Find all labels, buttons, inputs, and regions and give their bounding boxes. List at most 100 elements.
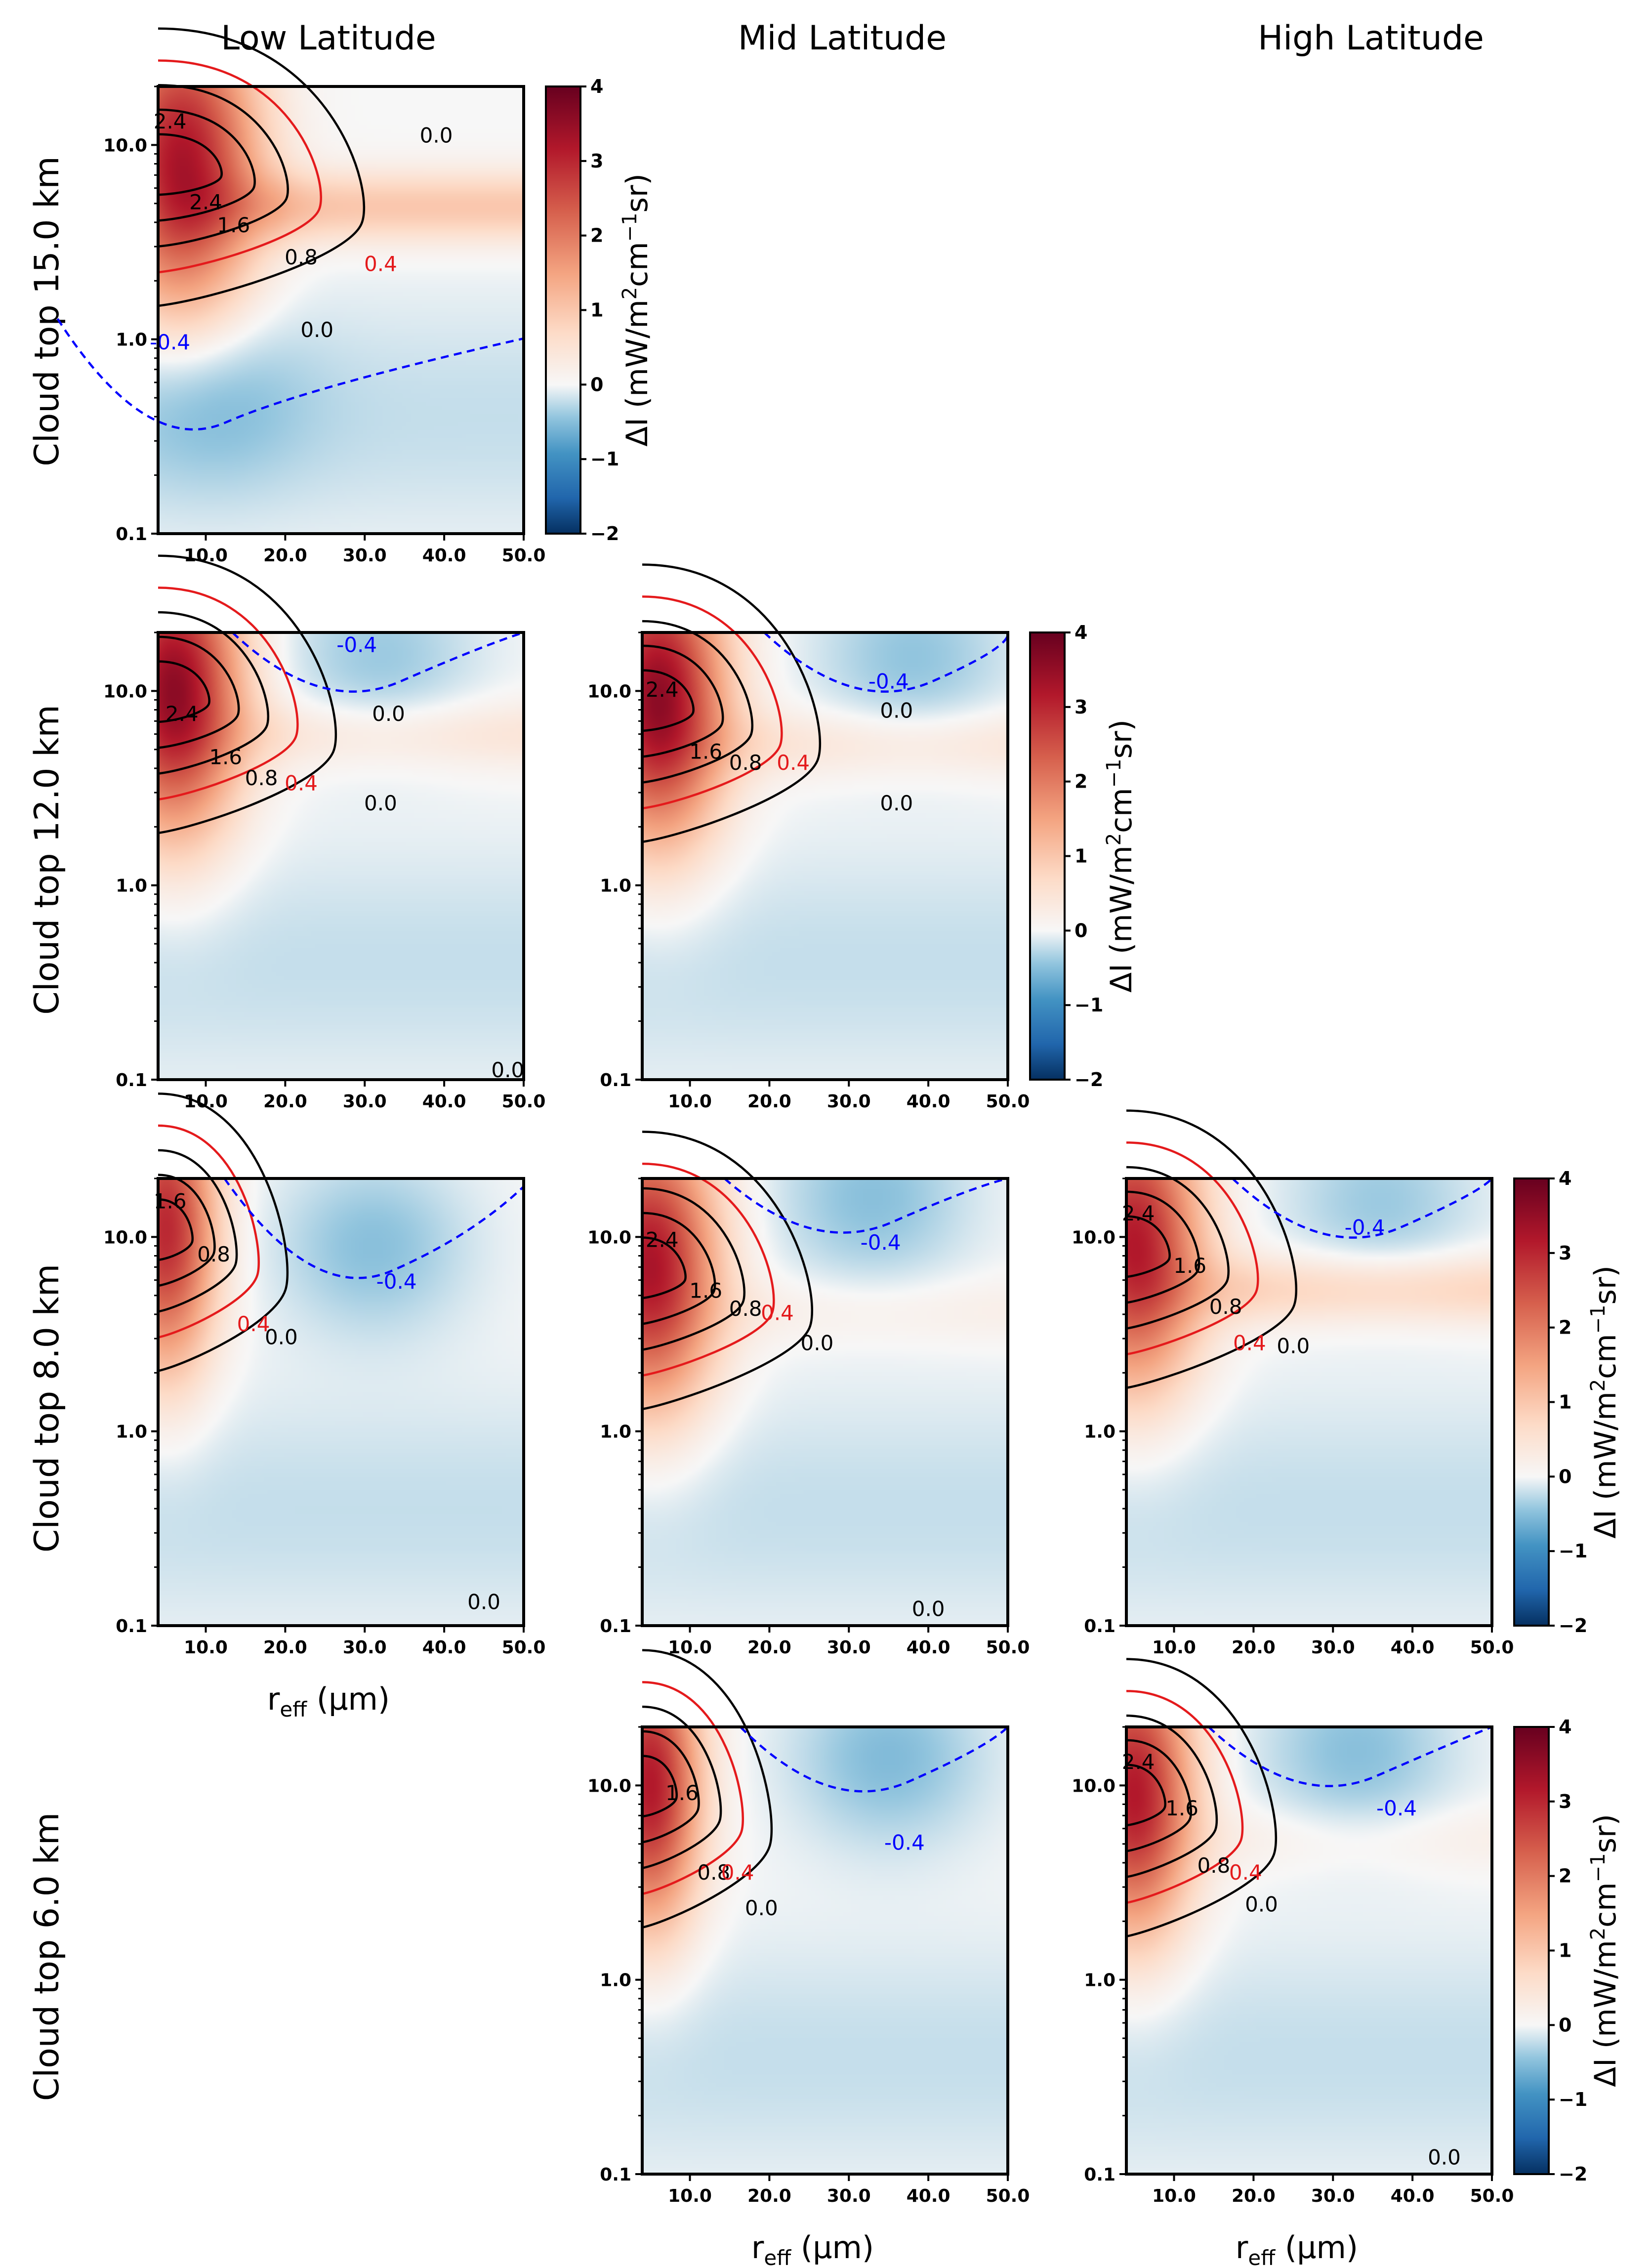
colorbar-bar xyxy=(1513,1726,1550,2175)
colorbar-tick-label: 1 xyxy=(590,299,603,321)
contour-line xyxy=(642,1755,678,1818)
colorbar-tick-label: 1 xyxy=(1074,845,1087,867)
y-tick-label: 10.0 xyxy=(103,1227,147,1248)
colorbar-tick-label: −1 xyxy=(1559,2089,1587,2110)
x-axis-label-unit: (µm) xyxy=(307,1681,390,1717)
colorbar-tick-label: 4 xyxy=(1559,1716,1571,1738)
contour-label: 0.4 xyxy=(364,252,397,276)
heatmap-image xyxy=(1126,1727,1492,2174)
contour-line-negative xyxy=(231,631,524,693)
colorbar-tick-label: 0 xyxy=(1559,1466,1571,1487)
x-tick-label: 20.0 xyxy=(263,1092,307,1112)
contour-label: 0.4 xyxy=(237,1312,270,1336)
contour-label: 0.0 xyxy=(265,1325,298,1349)
x-tick-label: 50.0 xyxy=(502,1092,546,1112)
axes-frame xyxy=(157,1177,525,1627)
y-tick-label: 0.1 xyxy=(600,1070,631,1091)
contour-label: 2.4 xyxy=(646,677,679,702)
axes-frame xyxy=(1125,1725,1493,2176)
x-tick-label: 10.0 xyxy=(184,1092,228,1112)
colorbar-tick-label: 3 xyxy=(1559,1242,1571,1264)
column-title-high-latitude: High Latitude xyxy=(1258,19,1484,58)
axes-frame xyxy=(641,1725,1009,2176)
contour-label: 2.4 xyxy=(189,190,222,214)
colorbar-label-part: cm xyxy=(1588,1334,1623,1379)
contour-line xyxy=(1126,1690,1244,1904)
colorbar-label-part: cm xyxy=(1588,1882,1623,1927)
contour-line xyxy=(642,1705,722,1869)
y-tick-label: 0.1 xyxy=(116,1070,147,1091)
contour-label: 0.8 xyxy=(729,1297,762,1321)
x-tick-label: 40.0 xyxy=(422,546,466,566)
contour-label: 0.0 xyxy=(1428,2145,1461,2169)
contour-label: 0.8 xyxy=(729,751,762,775)
contour-line xyxy=(1126,1166,1230,1330)
contour-label: 0.0 xyxy=(801,1331,834,1355)
y-tick-label: 0.1 xyxy=(600,1616,631,1637)
x-axis-label-unit: (µm) xyxy=(1275,2229,1358,2266)
colorbar-tick-label: −2 xyxy=(1559,1615,1587,1637)
contour-line xyxy=(158,660,210,723)
contour-line xyxy=(642,1163,775,1377)
contour-label: 1.6 xyxy=(689,739,722,763)
contour-label: 0.0 xyxy=(364,791,397,815)
contour-label: -0.4 xyxy=(1345,1216,1385,1240)
x-tick-label: 20.0 xyxy=(263,546,307,566)
x-tick-label: 20.0 xyxy=(747,1092,791,1112)
contour-label: 1.6 xyxy=(1165,1796,1198,1820)
x-tick-label: 30.0 xyxy=(827,1092,871,1112)
contour-label: 0.0 xyxy=(300,318,333,342)
x-tick-label: 20.0 xyxy=(1232,2186,1276,2206)
colorbar-label-part: 2 xyxy=(1103,833,1125,845)
x-tick-label: 50.0 xyxy=(1470,2186,1514,2206)
x-tick-label: 20.0 xyxy=(263,1637,307,1658)
contour-label: 0.8 xyxy=(1209,1295,1242,1319)
colorbar-tick-label: 3 xyxy=(1074,696,1087,718)
contour-label: 1.6 xyxy=(209,745,242,769)
contour-line xyxy=(642,669,695,732)
colorbar-label-part: 2 xyxy=(619,287,641,299)
contour-line xyxy=(158,84,289,248)
contour-line xyxy=(1126,1190,1200,1304)
x-axis-label-unit: (µm) xyxy=(791,2229,874,2266)
contour-line xyxy=(642,1681,744,1895)
contour-line-negative xyxy=(1207,1725,1492,1787)
x-tick-label: 30.0 xyxy=(343,1637,387,1658)
heatmap-image xyxy=(158,632,524,1080)
heatmap-image xyxy=(158,1178,524,1626)
heatmap-image xyxy=(642,632,1008,1080)
contour-line xyxy=(1126,1739,1193,1852)
x-tick-label: 40.0 xyxy=(422,1637,466,1658)
contour-line xyxy=(1126,1109,1298,1389)
contour-label: 0.0 xyxy=(420,124,453,148)
contour-label: 0.4 xyxy=(1229,1860,1262,1885)
contour-label: -0.4 xyxy=(150,330,190,354)
panel-3-1: 1.6 0.80.4 0.0 -0.4 10.0 20.0 30.0 40.0 50.0 0.1 1… xyxy=(587,1649,1030,2206)
contour-line xyxy=(642,1730,700,1844)
x-tick-label: 20.0 xyxy=(747,2186,791,2206)
y-tick-label: 1.0 xyxy=(116,876,147,896)
x-tick-label: 40.0 xyxy=(907,1092,950,1112)
colorbar-tick-label: 0 xyxy=(1559,2014,1571,2036)
contour-line xyxy=(158,1092,289,1372)
contour-line xyxy=(1126,1658,1278,1938)
contour-line xyxy=(158,635,240,749)
contour-line xyxy=(158,587,299,801)
contour-label: 0.0 xyxy=(912,1596,945,1621)
x-axis-label-main: r xyxy=(1236,2229,1248,2266)
colorbar-label: ΔI (mW/m2cm−1sr) xyxy=(1587,1814,1623,2087)
y-tick-label: 1.0 xyxy=(600,1971,631,1991)
contour-line-negative xyxy=(724,1177,1008,1234)
contour-label: -0.4 xyxy=(1376,1796,1417,1820)
contour-label: 0.0 xyxy=(1277,1334,1310,1358)
x-tick-label: 50.0 xyxy=(986,1092,1030,1112)
colorbar-label-part: sr) xyxy=(1588,1814,1623,1853)
x-tick-label: 50.0 xyxy=(986,1637,1030,1658)
colorbar-tick-label: 4 xyxy=(1559,1168,1571,1189)
y-tick-label: 10.0 xyxy=(587,681,631,702)
y-tick-label: 0.1 xyxy=(600,2165,631,2185)
